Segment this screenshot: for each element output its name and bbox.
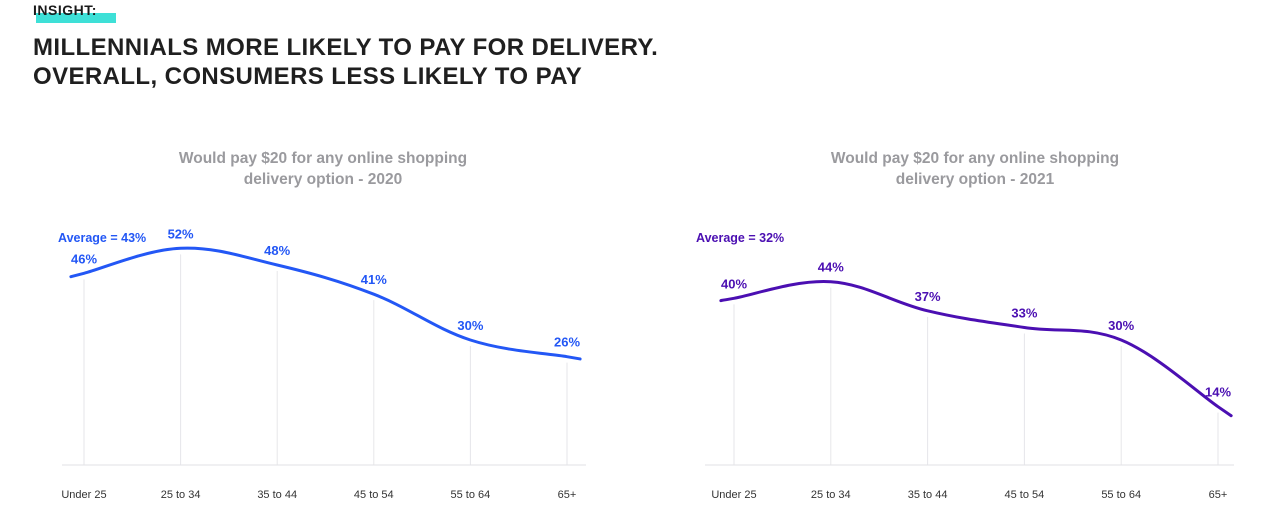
series-line-2021: [719, 280, 1233, 418]
average-label-2020: Average = 43%: [58, 231, 147, 245]
insight-highlight: [36, 13, 116, 23]
chart-title-2021-line-1: Would pay $20 for any online shopping: [830, 150, 1120, 167]
data-label-2021-3: 33%: [1011, 306, 1037, 321]
insight-label: INSIGHT:: [33, 2, 97, 18]
chart-title-2020-line-2: delivery option - 2020: [243, 171, 403, 188]
chart-title-2020-line-1: Would pay $20 for any online shopping: [178, 150, 468, 167]
tick-label-2021-1: 25 to 34: [811, 489, 851, 501]
data-label-2020-1: 52%: [168, 226, 194, 241]
data-label-2021-2: 37%: [915, 289, 941, 304]
data-label-2020-2: 48%: [264, 243, 290, 258]
tick-label-2021-3: 45 to 54: [1005, 489, 1045, 501]
data-label-2020-5: 26%: [554, 335, 580, 350]
tick-label-2020-5: 65+: [558, 489, 577, 501]
tick-label-2021-0: Under 25: [711, 489, 756, 501]
headline-line-2: OVERALL, CONSUMERS LESS LIKELY TO PAY: [33, 63, 583, 90]
tick-label-2020-3: 45 to 54: [354, 489, 394, 501]
chart-2021: 40% 44% 37% 33% 30% 14% Under 25 25 to 34 35 to …: [705, 260, 1234, 501]
series-line-2020: [69, 246, 582, 361]
tick-label-2021-5: 65+: [1209, 489, 1228, 501]
data-label-2021-5: 14%: [1205, 385, 1231, 400]
tick-label-2020-4: 55 to 64: [451, 489, 491, 501]
chart-title-2020: Would pay $20 for any online shopping de…: [103, 148, 543, 190]
headline: MILLENNIALS MORE LIKELY TO PAY FOR DELIV…: [33, 33, 658, 91]
average-label-2021: Average = 32%: [696, 231, 785, 245]
tick-label-2020-2: 35 to 44: [257, 489, 297, 501]
data-label-2020-4: 30%: [457, 318, 483, 333]
data-label-2021-1: 44%: [818, 260, 844, 275]
headline-line-1: MILLENNIALS MORE LIKELY TO PAY FOR DELIV…: [33, 34, 659, 61]
data-label-2021-4: 30%: [1108, 318, 1134, 333]
chart-2020: 46% 52% 48% 41% 30% 26% Under 25 25 to 34 35 to …: [61, 226, 586, 501]
tick-label-2021-4: 55 to 64: [1101, 489, 1141, 501]
data-label-2020-0: 46%: [71, 251, 97, 266]
tick-label-2021-2: 35 to 44: [908, 489, 948, 501]
insight-tag: INSIGHT:: [33, 2, 116, 23]
data-label-2020-3: 41%: [361, 272, 387, 287]
tick-label-2020-1: 25 to 34: [161, 489, 201, 501]
data-label-2021-0: 40%: [721, 276, 747, 291]
chart-title-2021: Would pay $20 for any online shopping de…: [755, 148, 1195, 190]
chart-title-2021-line-2: delivery option - 2021: [895, 171, 1055, 188]
tick-label-2020-0: Under 25: [61, 489, 106, 501]
